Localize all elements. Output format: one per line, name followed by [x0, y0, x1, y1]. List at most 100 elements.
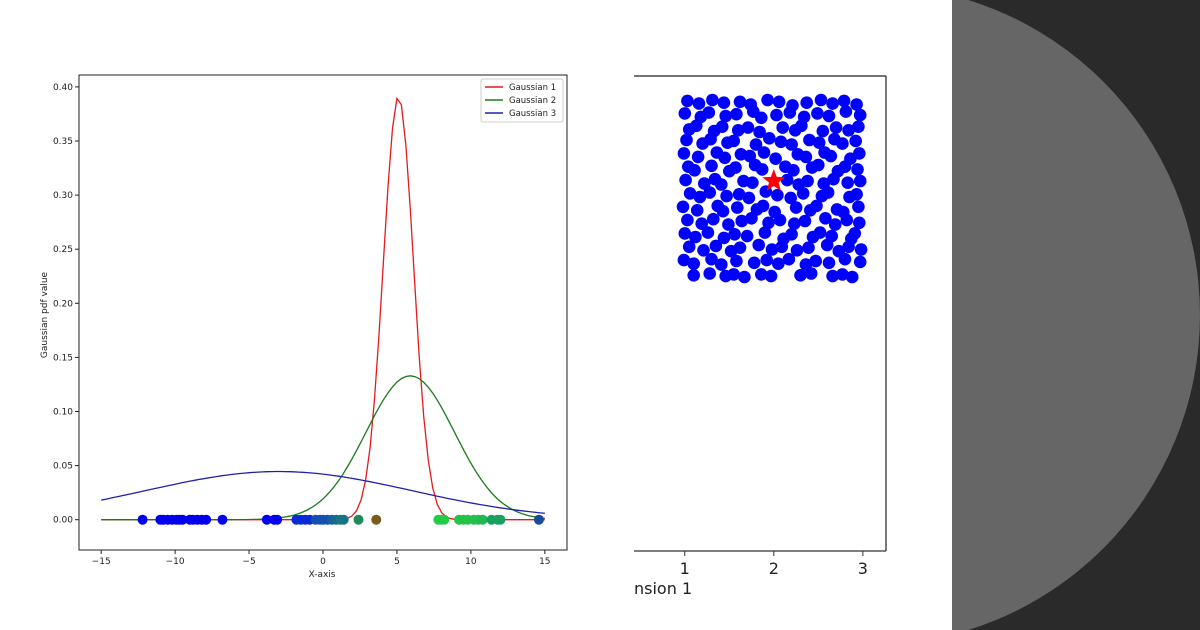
data-point — [826, 97, 839, 110]
data-point — [827, 172, 840, 186]
data-point — [680, 133, 693, 147]
data-point — [495, 514, 506, 525]
x-axis-label-partial: nsion 1 — [634, 579, 692, 598]
data-point — [854, 243, 868, 256]
data-point — [842, 124, 855, 137]
data-point — [720, 189, 733, 203]
data-point — [842, 240, 855, 254]
data-point — [811, 107, 824, 120]
data-point — [741, 121, 755, 134]
data-point — [679, 173, 692, 187]
data-point — [690, 119, 703, 133]
data-point — [715, 258, 728, 271]
data-point — [676, 200, 690, 214]
data-point — [752, 238, 765, 252]
data-point — [809, 254, 822, 268]
data-point — [688, 164, 701, 177]
data-point — [850, 188, 863, 201]
star-marker-icon — [762, 169, 786, 191]
data-point — [775, 240, 789, 254]
data-point — [715, 178, 728, 191]
x-tick-label: −5 — [242, 557, 255, 567]
x-tick-label: 15 — [539, 557, 550, 567]
data-point — [760, 253, 773, 267]
data-point — [838, 160, 852, 173]
data-point — [850, 98, 863, 111]
data-point — [853, 108, 867, 122]
data-point — [353, 514, 364, 525]
scatter-chart: 1 2 3 nsion 1 — [634, 75, 887, 598]
data-point — [772, 95, 786, 109]
data-point — [798, 214, 812, 228]
data-point — [731, 201, 744, 214]
data-point — [703, 267, 716, 280]
data-point — [755, 163, 769, 176]
data-point — [755, 111, 768, 125]
data-point — [730, 107, 743, 121]
data-point — [794, 269, 807, 282]
x-tick-label: 1 — [680, 559, 690, 578]
data-point — [272, 514, 283, 525]
data-point — [693, 190, 707, 204]
x-tick-label: −10 — [166, 557, 185, 567]
data-point — [836, 268, 849, 281]
data-point — [727, 268, 740, 281]
x-tick-label: 3 — [858, 559, 868, 578]
data-point — [802, 241, 815, 254]
y-tick-label: 0.25 — [53, 245, 73, 255]
data-point — [728, 228, 741, 241]
data-point — [691, 150, 705, 164]
data-point — [371, 514, 382, 525]
data-point — [852, 120, 865, 133]
decorative-gray-circle — [952, 0, 1200, 630]
y-axis-label: Gaussian pdf value — [40, 271, 50, 358]
data-point — [761, 93, 774, 107]
data-point — [804, 267, 818, 280]
data-point — [439, 514, 450, 525]
data-point — [836, 137, 849, 150]
data-point — [704, 132, 717, 146]
data-point — [722, 218, 735, 231]
data-point — [853, 216, 866, 230]
data-point — [816, 124, 830, 138]
data-point — [687, 269, 700, 282]
data-point — [819, 212, 832, 225]
data-point — [788, 217, 801, 230]
data-point — [853, 174, 867, 188]
data-point — [755, 268, 768, 281]
legend-entry: Gaussian 3 — [509, 109, 556, 119]
data-point — [789, 201, 803, 214]
y-tick-label: 0.20 — [53, 299, 73, 309]
data-point — [705, 159, 718, 173]
data-point — [762, 216, 775, 230]
data-point — [733, 95, 747, 109]
data-point — [217, 514, 228, 525]
data-point — [782, 252, 796, 266]
data-point — [796, 187, 810, 200]
data-point — [837, 94, 851, 108]
data-point — [787, 164, 800, 177]
data-point — [477, 514, 488, 525]
data-point — [735, 214, 748, 228]
data-point — [749, 138, 763, 151]
data-point — [730, 254, 743, 268]
data-point — [682, 240, 696, 254]
data-point — [757, 146, 771, 159]
data-point — [776, 121, 789, 134]
data-point — [709, 239, 723, 253]
data-point — [697, 244, 710, 257]
data-point — [702, 106, 716, 119]
data-point — [838, 252, 852, 266]
data-point — [717, 231, 731, 245]
data-point — [771, 188, 784, 202]
plot-area-frame — [78, 74, 568, 551]
data-point — [841, 176, 854, 189]
x-tick-label: 0 — [320, 557, 326, 567]
x-tick-label: 10 — [465, 557, 477, 567]
data-point — [784, 191, 797, 205]
data-point — [814, 93, 828, 107]
data-point — [758, 226, 772, 239]
data-point — [839, 105, 853, 118]
data-point — [695, 217, 708, 230]
data-point — [795, 119, 808, 133]
